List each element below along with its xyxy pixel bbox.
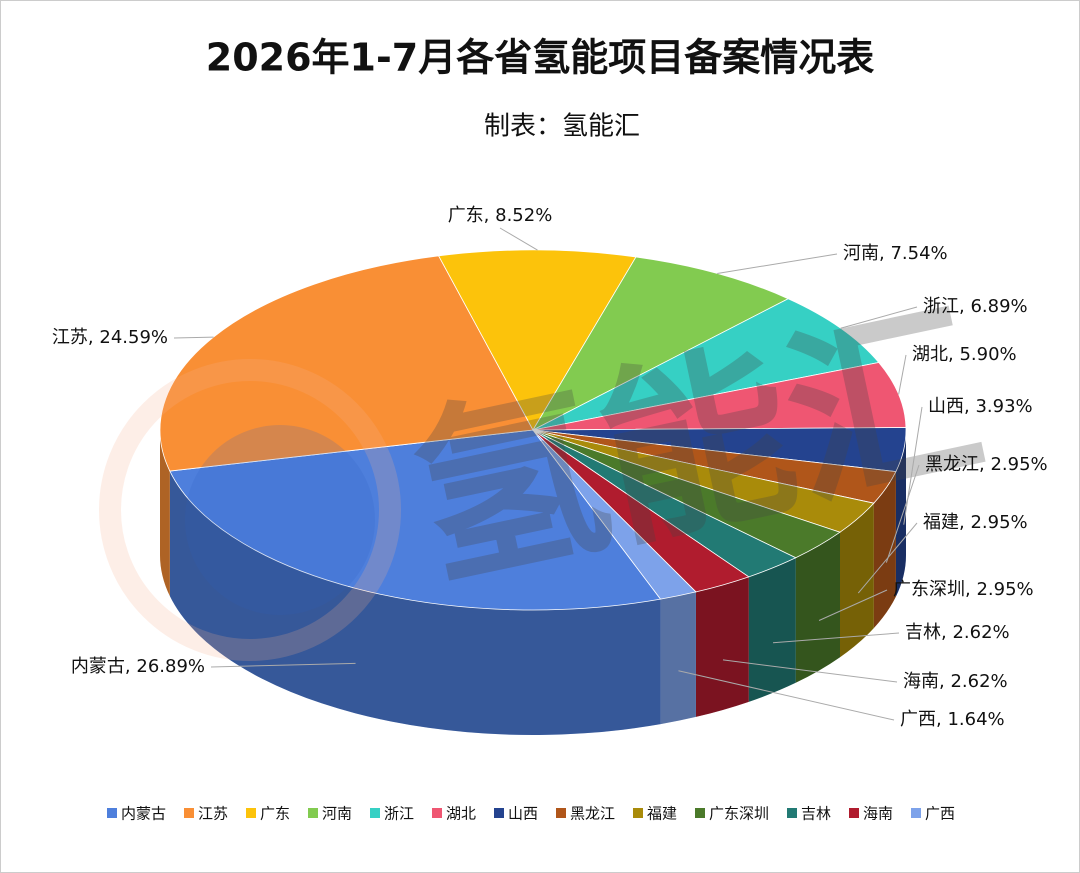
leader-line — [898, 354, 907, 395]
slice-side-shade — [160, 430, 170, 597]
leader-line — [678, 670, 895, 721]
legend-swatch — [432, 808, 442, 818]
legend-label: 江苏 — [198, 805, 228, 823]
slice — [169, 429, 662, 611]
data-label: 广东深圳, 2.95% — [893, 579, 1034, 600]
data-labels: 内蒙古, 26.89% 江苏, 24.59% 广东, 8.52% 河南, 7.54% 浙… — [52, 205, 1048, 730]
leader-line — [717, 253, 838, 274]
legend-label: 河南 — [322, 805, 352, 823]
leader-line — [210, 662, 356, 668]
slice-side — [160, 430, 170, 597]
data-label: 黑龙江, 2.95% — [925, 454, 1048, 475]
legend-label: 海南 — [863, 805, 893, 823]
legend-swatch — [308, 808, 318, 818]
legend-label: 浙江 — [384, 805, 414, 823]
slice-side — [895, 430, 906, 597]
legend-label: 广西 — [925, 805, 955, 823]
slice-side — [695, 576, 749, 717]
slice — [531, 256, 790, 431]
legend-swatch — [695, 808, 705, 818]
slice-side — [873, 471, 896, 629]
slice-side-shade — [873, 471, 896, 629]
legend-label: 广东深圳 — [709, 805, 769, 823]
data-label: 吉林, 2.62% — [905, 622, 1010, 643]
legend-swatch — [787, 808, 797, 818]
leader-line — [722, 659, 898, 683]
data-label: 海南, 2.62% — [903, 671, 1008, 692]
leader-line — [818, 589, 888, 621]
leader-line — [840, 306, 918, 329]
slice-side-shade — [895, 430, 906, 597]
data-label: 广东, 8.52% — [448, 205, 553, 226]
legend-swatch — [849, 808, 859, 818]
legend-label: 黑龙江 — [570, 805, 615, 823]
leader-line — [885, 464, 920, 563]
slice-side — [748, 557, 796, 702]
pie — [159, 249, 907, 735]
slice — [532, 362, 907, 431]
leader-line — [903, 406, 923, 525]
slice-side-shade — [169, 471, 661, 735]
data-label: 内蒙古, 26.89% — [71, 656, 205, 677]
data-label: 广西, 1.64% — [900, 709, 1005, 730]
legend-label: 内蒙古 — [121, 805, 166, 823]
slice-side-shade — [695, 576, 749, 717]
legend-swatch — [370, 808, 380, 818]
slice — [532, 298, 880, 431]
legend-swatch — [184, 808, 194, 818]
data-label: 江苏, 24.59% — [52, 327, 168, 348]
legend-swatch — [107, 808, 117, 818]
chart-subtitle: 制表：氢能汇 — [484, 112, 640, 142]
legend-swatch — [246, 808, 256, 818]
legend-swatch — [633, 808, 643, 818]
slice — [532, 429, 697, 600]
slice-side-shade — [660, 591, 696, 725]
legend-label: 山西 — [508, 805, 538, 823]
chart-title: 2026年1-7月各省氢能项目备案情况表 — [206, 36, 874, 80]
slice-side — [169, 471, 661, 735]
slice — [438, 249, 637, 431]
leader-line — [173, 336, 214, 339]
legend-swatch — [494, 808, 504, 818]
data-label: 福建, 2.95% — [923, 512, 1028, 533]
leader-line — [499, 227, 538, 251]
slice-side — [795, 532, 840, 683]
data-label: 河南, 7.54% — [843, 243, 948, 264]
legend-swatch — [911, 808, 921, 818]
slice — [159, 255, 534, 472]
slice-side-shade — [795, 532, 840, 683]
legend-swatch — [556, 808, 566, 818]
legend-label: 湖北 — [446, 805, 476, 823]
slice-side-shade — [839, 503, 874, 658]
data-label: 山西, 3.93% — [928, 396, 1033, 417]
legend-label: 福建 — [647, 805, 677, 823]
legend: 内蒙古 江苏 广东 河南 浙江 湖北 山西 黑龙江 福建 广东深圳 吉林 海南 广西 — [107, 805, 955, 823]
slice-side — [839, 503, 874, 658]
slice-side — [660, 591, 696, 725]
data-label: 浙江, 6.89% — [923, 296, 1028, 317]
leader-line — [857, 522, 918, 594]
leader-line — [772, 632, 900, 644]
slice-side-shade — [748, 557, 796, 702]
legend-label: 吉林 — [801, 805, 831, 823]
watermark-logo — [99, 359, 401, 661]
data-label: 湖北, 5.90% — [912, 344, 1017, 365]
legend-label: 广东 — [260, 805, 290, 823]
